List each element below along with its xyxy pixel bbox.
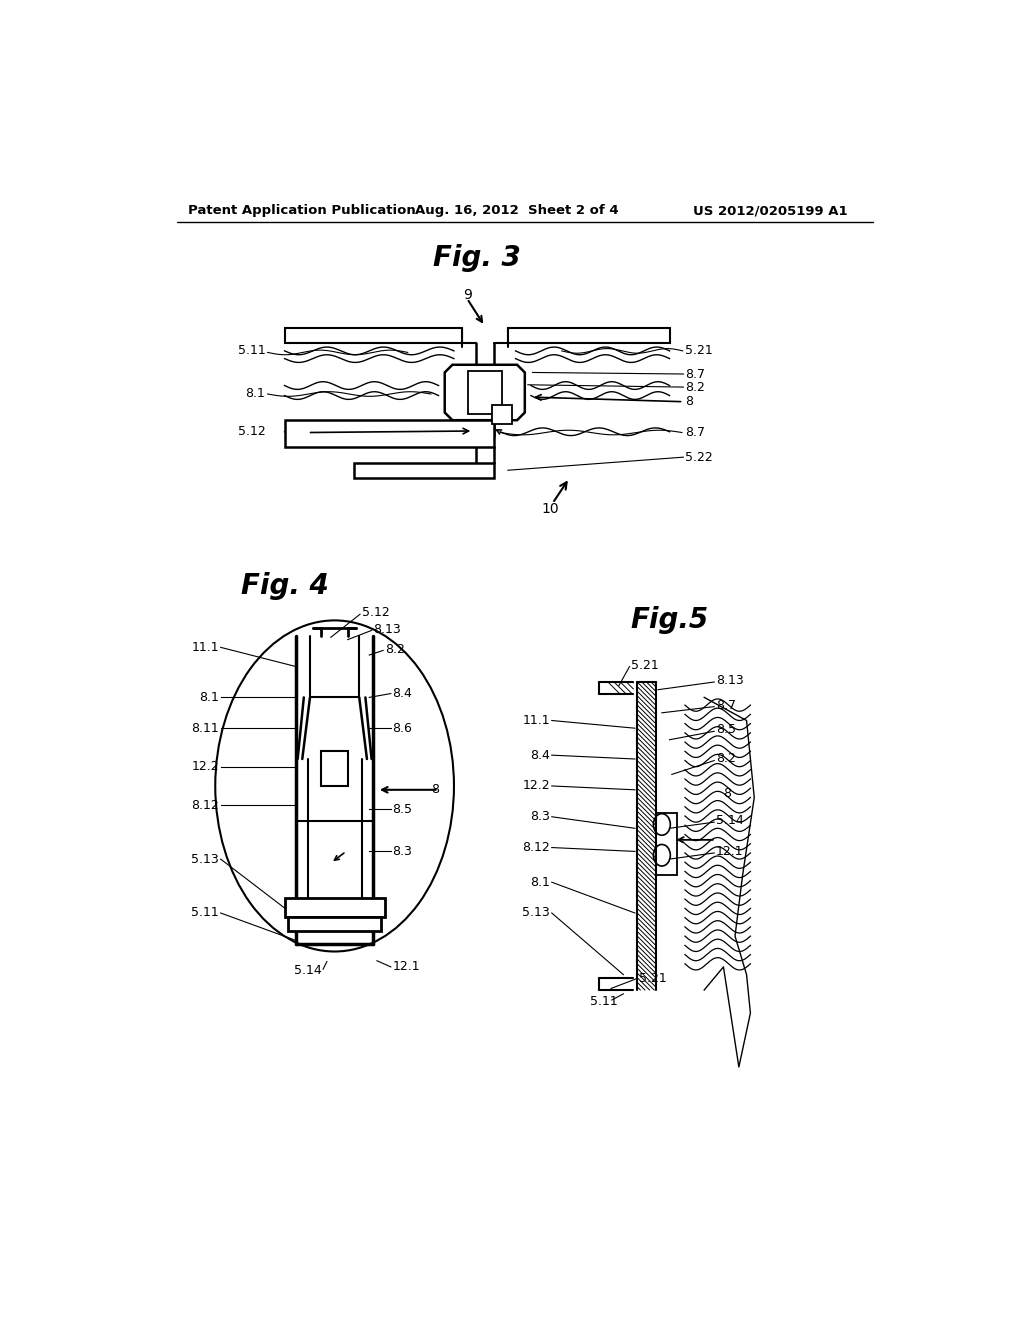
Bar [289,917,381,931]
Text: 8.12: 8.12 [522,841,550,854]
Text: 12.2: 12.2 [522,779,550,792]
Text: 8.7: 8.7 [685,426,705,440]
Text: 5.14: 5.14 [716,814,743,828]
Text: 8.5: 8.5 [716,723,736,737]
Text: 5.11: 5.11 [590,995,618,1008]
Text: 5.21: 5.21 [631,659,658,672]
Bar [285,898,385,917]
Text: 8.7: 8.7 [685,367,705,380]
Text: 8.7: 8.7 [716,698,736,711]
Bar [321,751,348,785]
Text: 12.2: 12.2 [191,760,219,774]
Bar [468,371,502,414]
Text: 5.21: 5.21 [685,345,713,358]
Text: 8.2: 8.2 [385,643,404,656]
Text: US 2012/0205199 A1: US 2012/0205199 A1 [692,205,847,218]
Text: Aug. 16, 2012  Sheet 2 of 4: Aug. 16, 2012 Sheet 2 of 4 [416,205,620,218]
Text: 11.1: 11.1 [522,714,550,727]
Bar [285,420,494,447]
Text: 8.3: 8.3 [392,845,413,858]
Text: 8.6: 8.6 [392,722,413,735]
Text: 10: 10 [542,502,559,516]
Text: 5.11: 5.11 [191,907,219,920]
Text: 12.1: 12.1 [716,845,743,858]
Text: 8: 8 [724,787,731,800]
Bar [508,327,670,343]
Text: 8.12: 8.12 [191,799,219,812]
Text: 8.4: 8.4 [392,686,413,700]
Text: Patent Application Publication: Patent Application Publication [188,205,416,218]
Bar [354,462,494,478]
Text: 8.13: 8.13 [716,675,743,686]
Text: 5.12: 5.12 [361,606,389,619]
Text: 8: 8 [431,783,439,796]
Text: 8.11: 8.11 [191,722,219,735]
Text: 8.3: 8.3 [530,810,550,824]
Text: 5.13: 5.13 [522,907,550,920]
Text: Fig. 4: Fig. 4 [241,572,329,599]
Text: 8.1: 8.1 [246,387,265,400]
Text: 8.2: 8.2 [685,380,705,393]
Text: 8.13: 8.13 [373,623,400,636]
Text: 5.22: 5.22 [685,450,713,463]
Text: 5.13: 5.13 [191,853,219,866]
Text: 8: 8 [685,395,693,408]
Text: 5.12: 5.12 [238,425,265,438]
Bar [285,327,462,343]
Text: 8.4: 8.4 [530,748,550,762]
Text: 8.2: 8.2 [716,752,735,766]
Text: 12.1: 12.1 [392,961,420,973]
Text: 8.5: 8.5 [392,803,413,816]
Text: Fig. 3: Fig. 3 [433,244,521,272]
Text: 5.21: 5.21 [639,972,667,985]
Bar [493,405,512,424]
Text: 8.1: 8.1 [530,875,550,888]
Text: 5.14: 5.14 [294,964,322,977]
Polygon shape [444,364,524,420]
Text: Fig.5: Fig.5 [631,606,709,635]
Text: 5.11: 5.11 [238,345,265,358]
Text: 8.1: 8.1 [200,690,219,704]
Text: 9: 9 [463,289,472,302]
Text: 11.1: 11.1 [191,640,219,653]
